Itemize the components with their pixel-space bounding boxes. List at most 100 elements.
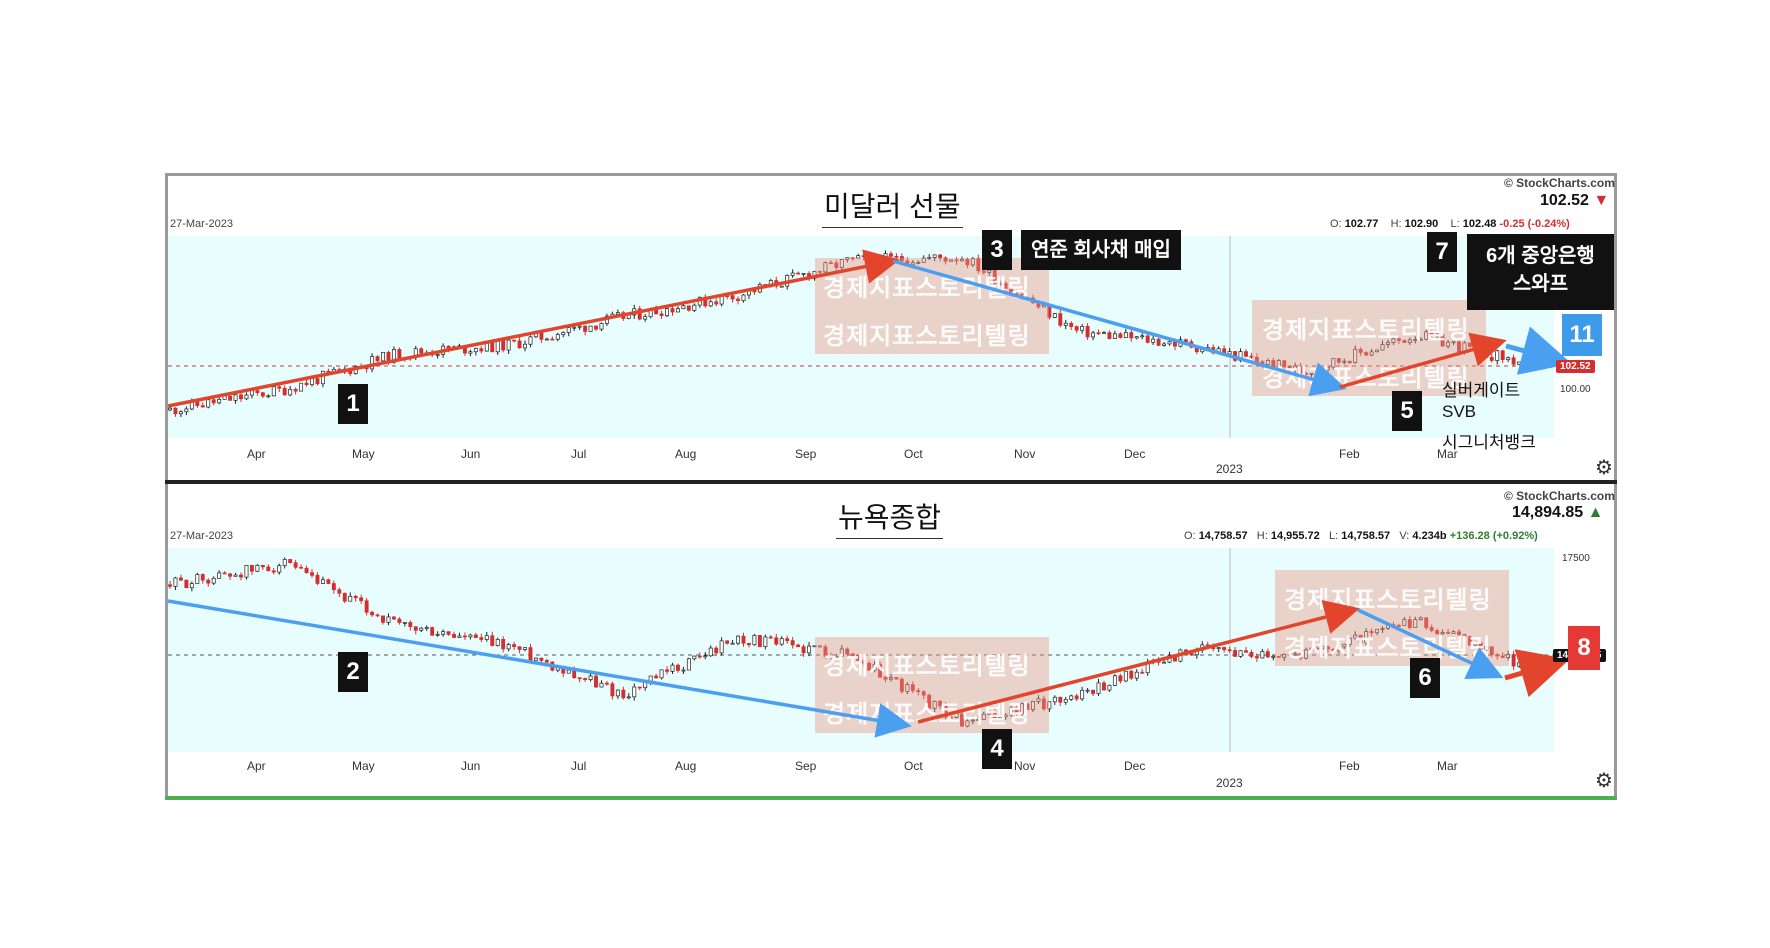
bottom-month-label: Feb — [1339, 759, 1360, 773]
bottom-candle-body — [1003, 714, 1008, 718]
top-candle-body — [916, 261, 921, 264]
top-candle-body — [1227, 351, 1232, 355]
top-candle-body — [1336, 358, 1341, 363]
bottom-candle-body — [1085, 689, 1090, 692]
top-candle-body — [1091, 332, 1096, 338]
top-candle-body — [1112, 333, 1117, 339]
bottom-candle-body — [1102, 682, 1106, 691]
top-candle-body — [1265, 360, 1270, 365]
bottom-candle-body — [763, 636, 768, 648]
top-candle-body — [1511, 357, 1516, 365]
top-candle-body — [1391, 338, 1396, 343]
top-candle-body — [1134, 336, 1139, 339]
top-candle-body — [981, 270, 986, 273]
bottom-candle-body — [435, 633, 440, 636]
bottom-candle-body — [604, 682, 609, 685]
bottom-candle-body — [468, 634, 473, 638]
top-candle-body — [856, 255, 861, 259]
bottom-candle-body — [801, 646, 806, 654]
bottom-candle-body — [1112, 675, 1117, 686]
bottom-candle-body — [228, 573, 233, 577]
bottom-candle-body — [1118, 675, 1123, 682]
bottom-candle-body — [867, 662, 872, 671]
bottom-candle-body — [599, 682, 604, 688]
bottom-candle-body — [894, 677, 899, 680]
bottom-candle-body — [523, 647, 527, 650]
bottom-candle-body — [1025, 703, 1030, 710]
top-candle-body — [899, 256, 904, 262]
top-price-tag: 102.52 — [1556, 360, 1595, 373]
bottom-candle-body — [348, 595, 353, 602]
bottom-candle-body — [676, 664, 680, 671]
bottom-candle-body — [1140, 671, 1145, 674]
top-candle-body — [299, 382, 304, 392]
bottom-candle-body — [899, 678, 904, 692]
trend-arrow-1 — [167, 249, 900, 408]
bottom-candle-body — [818, 645, 822, 648]
bottom-ohlc: O: 14,758.57 H: 14,955.72 L: 14,758.57 V… — [1184, 530, 1538, 542]
bottom-candle-body — [484, 635, 489, 640]
top-candle-body — [1369, 351, 1374, 356]
top-candle-body — [1107, 332, 1112, 339]
bottom-candle-body — [861, 660, 866, 664]
bottom-candle-body — [326, 579, 331, 584]
bottom-candle-body — [981, 713, 986, 720]
bottom-candle-body — [1134, 671, 1139, 679]
top-month-label: Mar — [1437, 447, 1458, 461]
bottom-candle-body — [288, 559, 293, 564]
top-plot-area — [168, 236, 1554, 438]
top-open-value: 102.77 — [1344, 218, 1379, 230]
bottom-candle-body — [703, 655, 708, 658]
bottom-vol-value: 4.234b — [1412, 530, 1447, 542]
top-candle-body — [512, 339, 517, 342]
bottom-border-line — [165, 796, 1617, 800]
top-candle-body — [1145, 335, 1150, 343]
bottom-month-label: Jul — [571, 759, 586, 773]
top-low-label: L: — [1450, 218, 1460, 230]
bottom-candle-body — [320, 579, 325, 584]
top-candle-body — [823, 262, 828, 273]
top-candle-body — [992, 269, 997, 285]
top-candle-body — [1282, 360, 1287, 368]
bottom-candle-body — [856, 655, 861, 662]
bottom-candle-body — [441, 631, 446, 635]
annotation-badge-7: 7 — [1427, 232, 1457, 272]
bottom-candle-body — [1358, 634, 1363, 644]
bottom-candle-body — [249, 564, 254, 572]
gear-icon[interactable]: ⚙ — [1595, 457, 1613, 479]
bottom-candle-body — [495, 639, 500, 646]
bottom-candle-body — [364, 600, 369, 613]
bottom-candle-body — [823, 646, 828, 657]
top-candle-body — [178, 411, 183, 415]
bottom-last-price: 14,894.85 — [1512, 504, 1584, 521]
bottom-candle-body — [266, 566, 271, 572]
top-change: -0.25 (-0.24%) — [1499, 218, 1570, 230]
top-candle-body — [779, 285, 784, 288]
bottom-candle-body — [310, 572, 314, 576]
top-candle-body — [1293, 365, 1298, 371]
bottom-candle-body — [293, 562, 298, 568]
top-candle-body — [588, 325, 593, 332]
bottom-candle-body — [970, 719, 975, 722]
bottom-candle-body — [1467, 636, 1472, 646]
bottom-candle-body — [452, 634, 456, 638]
panel-divider — [165, 480, 1617, 484]
top-candle-body — [932, 254, 937, 258]
bottom-candle-body — [757, 634, 762, 648]
bottom-candle-body — [1375, 628, 1380, 634]
bottom-candle-body — [1336, 646, 1341, 652]
top-candle-body — [708, 301, 713, 307]
top-candle-body — [921, 257, 926, 263]
bottom-candle-body — [544, 660, 549, 663]
bank-note-signature: 시그니처뱅크 — [1442, 433, 1536, 452]
bottom-candle-body — [752, 634, 757, 646]
bottom-candle-body — [1096, 682, 1101, 694]
bank-note-svb: SVB — [1442, 402, 1477, 421]
bottom-candle-body — [796, 644, 801, 648]
top-candle-body — [397, 349, 402, 359]
bottom-candle-body — [490, 635, 495, 646]
bottom-candle-body — [1331, 648, 1336, 652]
bottom-candle-body — [244, 564, 249, 578]
gear-icon[interactable]: ⚙ — [1595, 770, 1613, 792]
bottom-month-label: Nov — [1014, 759, 1035, 773]
